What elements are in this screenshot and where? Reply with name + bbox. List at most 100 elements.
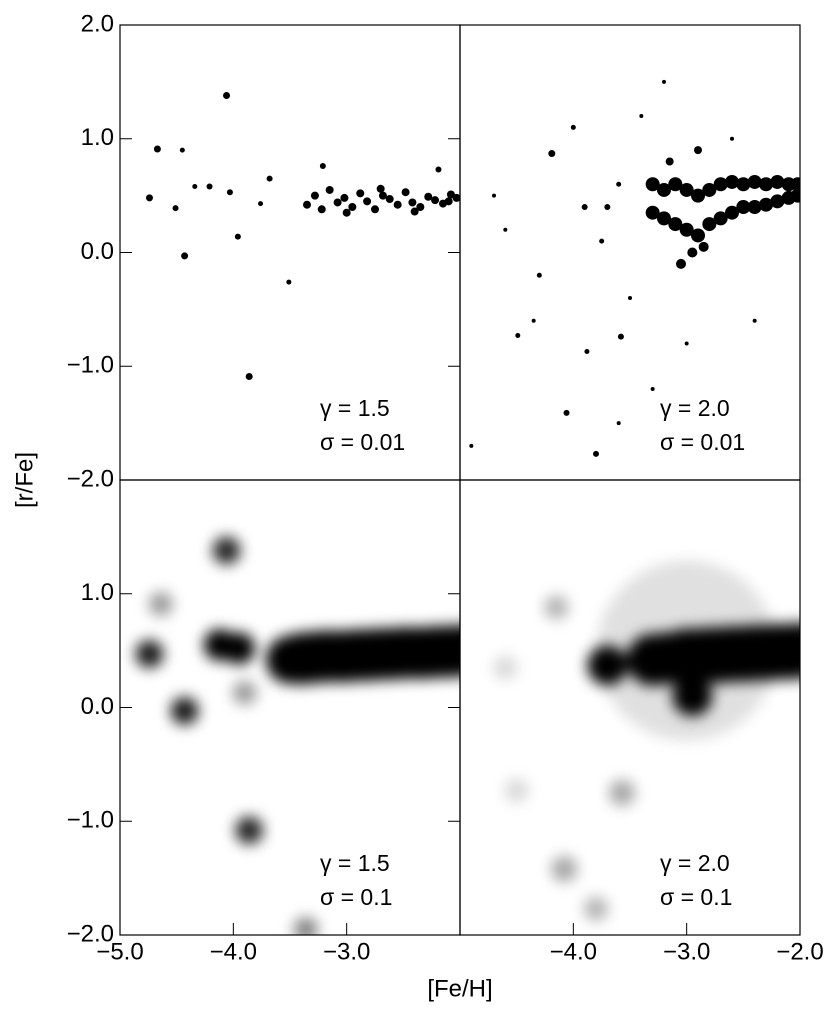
x-tick-label: −4.0 — [210, 938, 257, 965]
point — [234, 233, 241, 240]
annotation: γ = 2.0 — [660, 395, 730, 421]
point — [435, 166, 442, 173]
point — [531, 318, 536, 323]
point — [702, 182, 717, 197]
point — [333, 198, 342, 207]
annotation: γ = 1.5 — [320, 850, 390, 876]
point — [604, 204, 611, 210]
density — [135, 536, 460, 935]
panel-frame — [119, 24, 461, 481]
density-blob — [235, 816, 264, 845]
point — [258, 201, 264, 207]
y-tick-label: −1.0 — [67, 352, 114, 379]
point — [181, 252, 189, 260]
point — [790, 188, 800, 203]
point — [747, 200, 762, 214]
point — [266, 175, 273, 182]
point — [410, 207, 419, 216]
point — [691, 188, 705, 203]
point — [645, 177, 660, 192]
point — [503, 227, 508, 232]
annotation: σ = 0.01 — [660, 429, 745, 455]
panel — [469, 79, 800, 457]
point — [698, 241, 709, 252]
annotation: γ = 1.5 — [320, 395, 390, 421]
point — [713, 177, 728, 192]
point — [668, 177, 683, 192]
density-blob — [772, 622, 800, 679]
point — [628, 296, 632, 300]
density-blob — [212, 536, 241, 565]
point — [444, 197, 453, 206]
y-tick-label: −2.0 — [67, 465, 114, 492]
point — [668, 217, 683, 232]
point — [342, 208, 351, 217]
y-tick-label: −2.0 — [67, 920, 114, 947]
density-blob — [587, 645, 628, 686]
panel — [493, 560, 800, 921]
point — [145, 194, 153, 202]
panel — [145, 92, 460, 380]
density-blob — [232, 680, 257, 705]
density-blob — [434, 624, 460, 677]
point — [752, 318, 757, 323]
density-blob — [504, 778, 529, 803]
point — [223, 92, 231, 100]
point — [584, 348, 590, 354]
annotation: σ = 0.01 — [320, 429, 405, 455]
point — [790, 177, 800, 192]
point — [424, 192, 433, 201]
y-tick-label: 1.0 — [81, 579, 114, 606]
y-tick-label: 0.0 — [81, 238, 114, 265]
point — [770, 194, 785, 209]
point — [492, 193, 496, 198]
point — [581, 204, 588, 210]
x-tick-label: −4.0 — [550, 938, 597, 965]
point — [679, 182, 694, 197]
point — [713, 211, 728, 226]
x-tick-label: −3.0 — [663, 938, 710, 965]
point — [206, 183, 213, 190]
point — [570, 124, 576, 130]
point — [371, 205, 379, 214]
point — [393, 200, 402, 209]
annotation: σ = 0.1 — [320, 884, 392, 910]
point — [363, 197, 372, 206]
point — [650, 387, 655, 391]
point — [153, 145, 161, 153]
y-tick-label: −1.0 — [67, 807, 114, 834]
point — [770, 174, 785, 189]
point — [694, 146, 702, 155]
point — [684, 341, 689, 346]
point — [172, 205, 179, 212]
point — [515, 333, 521, 339]
density-blob — [223, 632, 255, 665]
point — [431, 196, 440, 205]
point — [378, 191, 387, 200]
point — [702, 217, 717, 232]
point — [385, 195, 394, 204]
density-blob — [493, 655, 518, 680]
point — [593, 450, 599, 457]
y-tick-label: 1.0 — [81, 124, 114, 151]
point — [662, 79, 666, 84]
panel-frame — [459, 479, 801, 936]
point — [179, 147, 185, 153]
point — [617, 333, 624, 340]
point — [416, 203, 425, 211]
point — [665, 157, 674, 166]
point — [676, 258, 686, 269]
point — [730, 136, 734, 141]
point — [356, 189, 365, 198]
point — [408, 198, 417, 207]
point — [759, 197, 773, 212]
annotation: σ = 0.1 — [660, 884, 732, 910]
x-tick-label: −5.0 — [96, 938, 143, 965]
density-blob — [170, 696, 199, 725]
point — [725, 205, 739, 220]
point — [747, 174, 762, 189]
density-blob — [148, 591, 173, 616]
point — [639, 114, 644, 118]
point — [245, 372, 253, 380]
